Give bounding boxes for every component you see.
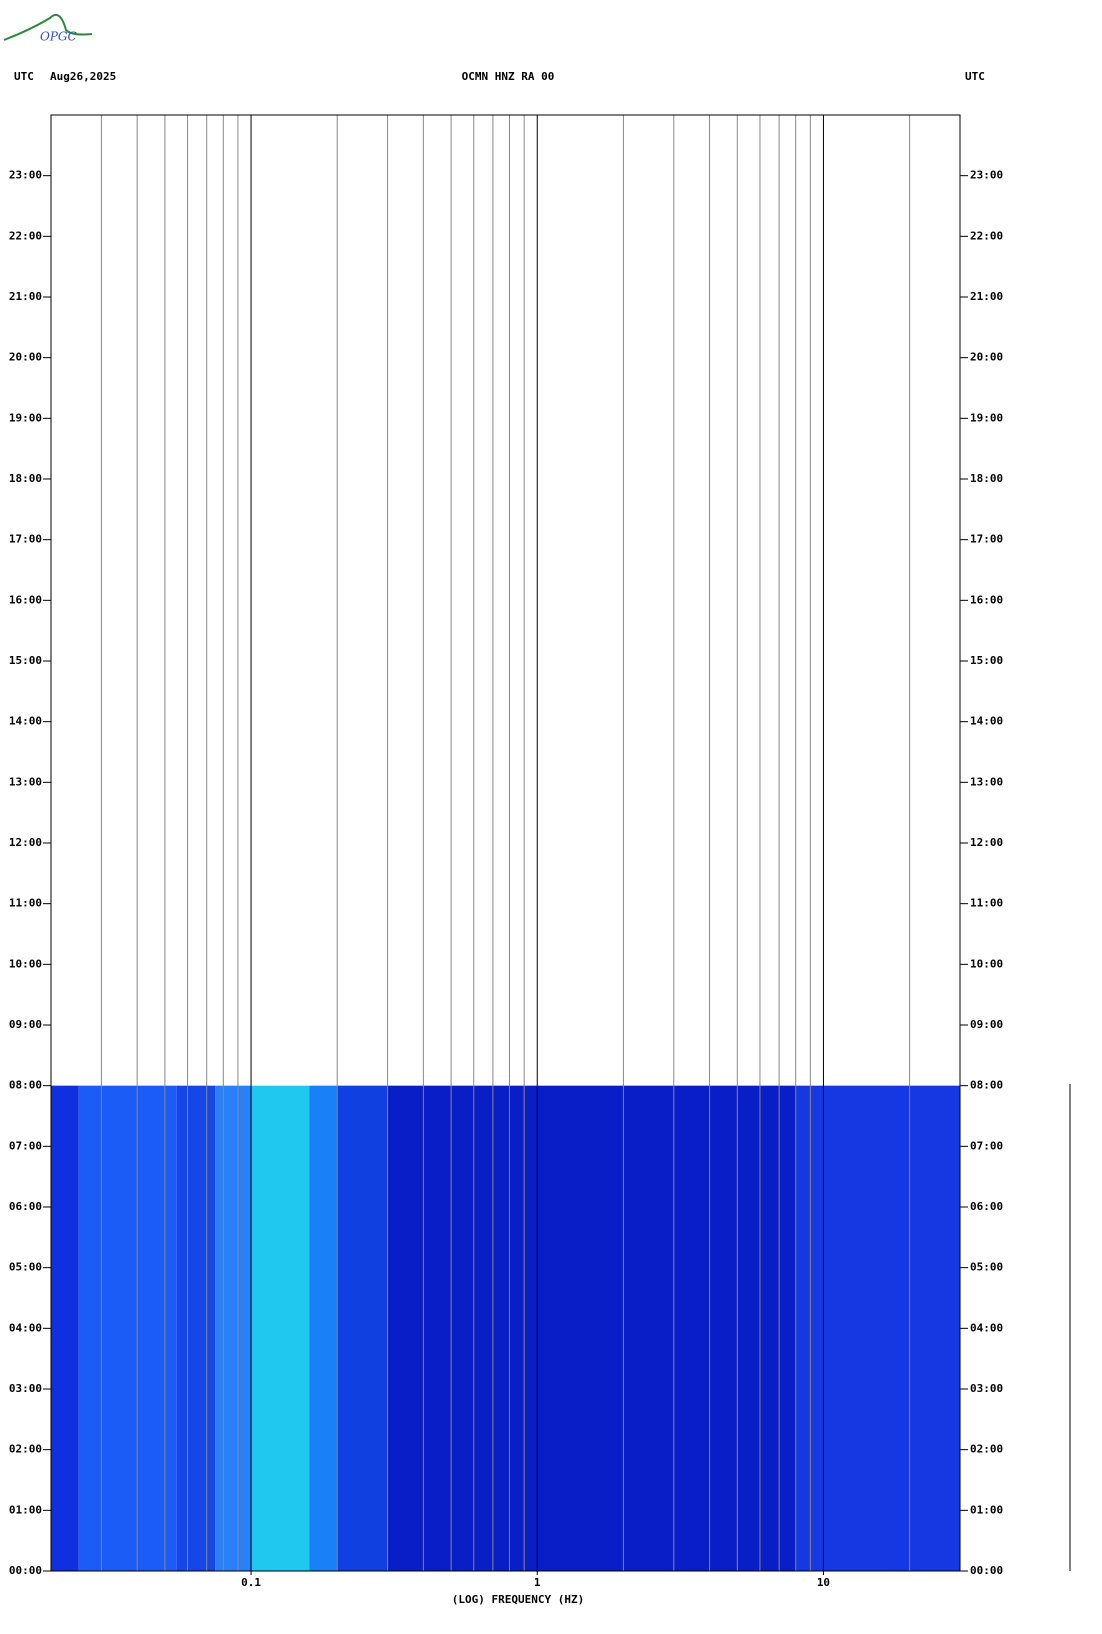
y-tick-label: 14:00 bbox=[9, 715, 42, 728]
y-tick-label: 05:00 bbox=[970, 1261, 1003, 1274]
y-tick-label: 23:00 bbox=[970, 169, 1003, 182]
spectrogram-band bbox=[251, 1085, 310, 1571]
y-tick-label: 18:00 bbox=[970, 472, 1003, 485]
y-tick-label: 04:00 bbox=[9, 1321, 42, 1334]
spectrogram-band bbox=[795, 1085, 960, 1571]
logo-text: OPGC bbox=[40, 30, 77, 44]
y-tick-label: 13:00 bbox=[970, 775, 1003, 788]
y-tick-label: 10:00 bbox=[9, 957, 42, 970]
plot-frame bbox=[50, 114, 961, 1572]
y-tick-label: 15:00 bbox=[9, 654, 42, 667]
y-tick-label: 17:00 bbox=[970, 533, 1003, 546]
y-tick-label: 05:00 bbox=[9, 1261, 42, 1274]
y-tick-label: 00:00 bbox=[970, 1564, 1003, 1577]
x-tick-label: 10 bbox=[817, 1576, 830, 1589]
y-tick-label: 02:00 bbox=[970, 1443, 1003, 1456]
date: Aug26,2025 bbox=[50, 70, 116, 83]
y-tick-label: 07:00 bbox=[9, 1139, 42, 1152]
y-tick-label: 13:00 bbox=[9, 775, 42, 788]
x-tick-label: 1 bbox=[534, 1576, 541, 1589]
spectrogram-band bbox=[387, 1085, 796, 1571]
y-tick-label: 21:00 bbox=[9, 290, 42, 303]
y-tick-label: 15:00 bbox=[970, 654, 1003, 667]
spectrogram-band bbox=[309, 1085, 338, 1571]
logo-swoosh bbox=[3, 14, 93, 41]
spectrogram-band bbox=[51, 1085, 79, 1571]
x-tick-label: 0.1 bbox=[241, 1576, 261, 1589]
y-tick-label: 03:00 bbox=[9, 1382, 42, 1395]
timezone-left: UTC bbox=[14, 70, 34, 83]
y-tick-label: 06:00 bbox=[970, 1200, 1003, 1213]
y-tick-label: 21:00 bbox=[970, 290, 1003, 303]
y-tick-label: 09:00 bbox=[970, 1018, 1003, 1031]
y-tick-label: 18:00 bbox=[9, 472, 42, 485]
y-tick-label: 09:00 bbox=[9, 1018, 42, 1031]
spectrogram-band bbox=[176, 1085, 216, 1571]
y-tick-label: 07:00 bbox=[970, 1139, 1003, 1152]
y-tick-label: 01:00 bbox=[9, 1503, 42, 1516]
spectrogram-band bbox=[215, 1085, 252, 1571]
y-tick-label: 16:00 bbox=[9, 593, 42, 606]
y-tick-label: 12:00 bbox=[9, 836, 42, 849]
y-tick-label: 23:00 bbox=[9, 169, 42, 182]
logo: OPGC bbox=[3, 14, 93, 44]
y-tick-label: 06:00 bbox=[9, 1200, 42, 1213]
y-tick-label: 08:00 bbox=[9, 1079, 42, 1092]
y-tick-label: 22:00 bbox=[970, 229, 1003, 242]
y-tick-label: 20:00 bbox=[970, 351, 1003, 364]
y-tick-label: 20:00 bbox=[9, 351, 42, 364]
chart-title: OCMN HNZ RA 00 bbox=[462, 70, 555, 83]
y-tick-label: 14:00 bbox=[970, 715, 1003, 728]
x-axis-label: (LOG) FREQUENCY (HZ) bbox=[452, 1593, 584, 1606]
y-tick-label: 04:00 bbox=[970, 1321, 1003, 1334]
y-tick-label: 11:00 bbox=[970, 897, 1003, 910]
timezone-right: UTC bbox=[965, 70, 985, 83]
y-tick-label: 03:00 bbox=[970, 1382, 1003, 1395]
y-tick-label: 19:00 bbox=[970, 411, 1003, 424]
y-tick-label: 17:00 bbox=[9, 533, 42, 546]
y-tick-label: 16:00 bbox=[970, 593, 1003, 606]
y-tick-label: 02:00 bbox=[9, 1443, 42, 1456]
y-tick-label: 19:00 bbox=[9, 411, 42, 424]
y-tick-label: 10:00 bbox=[970, 957, 1003, 970]
y-tick-label: 12:00 bbox=[970, 836, 1003, 849]
y-tick-label: 01:00 bbox=[970, 1503, 1003, 1516]
y-tick-label: 08:00 bbox=[970, 1079, 1003, 1092]
spectrogram-band bbox=[78, 1085, 177, 1571]
y-tick-label: 22:00 bbox=[9, 229, 42, 242]
y-tick-label: 11:00 bbox=[9, 897, 42, 910]
spectrogram-band bbox=[337, 1085, 388, 1571]
y-tick-label: 00:00 bbox=[9, 1564, 42, 1577]
